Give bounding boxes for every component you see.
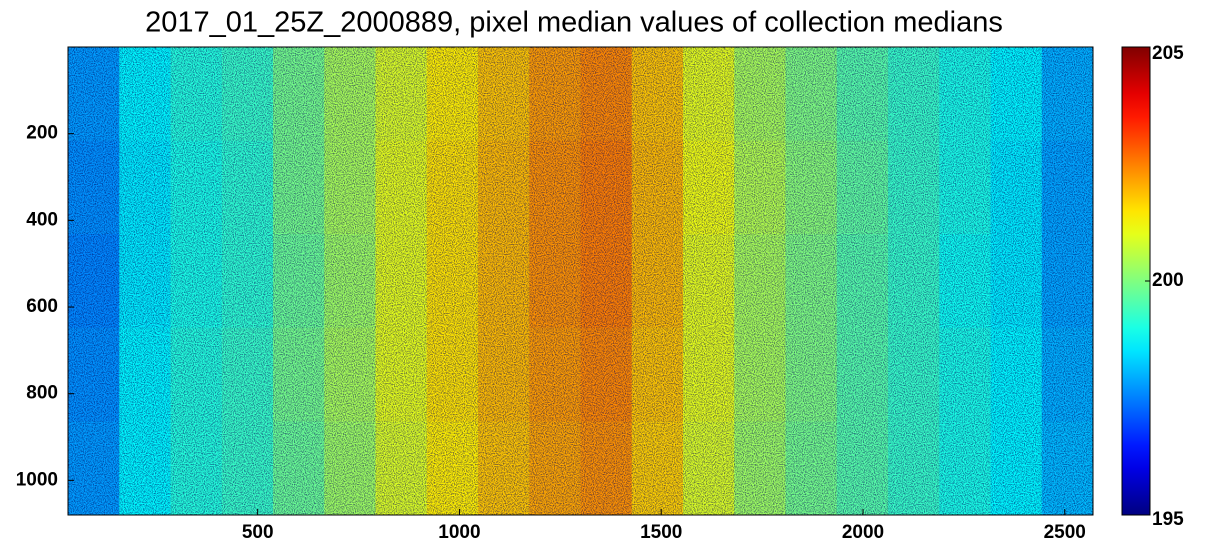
y-tick-label: 400 (26, 209, 58, 230)
colorbar-tick-label: 205 (1152, 43, 1184, 64)
chart-title: 2017_01_25Z_2000889, pixel median values… (145, 7, 1003, 39)
colorbar-tick-label: 195 (1152, 509, 1184, 530)
x-tick-label: 2500 (1044, 522, 1086, 543)
colorbar-tick-label: 200 (1152, 270, 1184, 291)
x-tick-label: 2000 (842, 522, 884, 543)
y-tick-label: 800 (26, 383, 58, 404)
x-tick-label: 1500 (640, 522, 682, 543)
y-tick-label: 1000 (16, 469, 58, 490)
y-tick-label: 200 (26, 123, 58, 144)
x-tick-label: 1000 (438, 522, 480, 543)
y-tick-label: 600 (26, 296, 58, 317)
plot-frame (67, 46, 1094, 516)
x-tick-label: 500 (242, 522, 274, 543)
texture (68, 47, 1093, 515)
